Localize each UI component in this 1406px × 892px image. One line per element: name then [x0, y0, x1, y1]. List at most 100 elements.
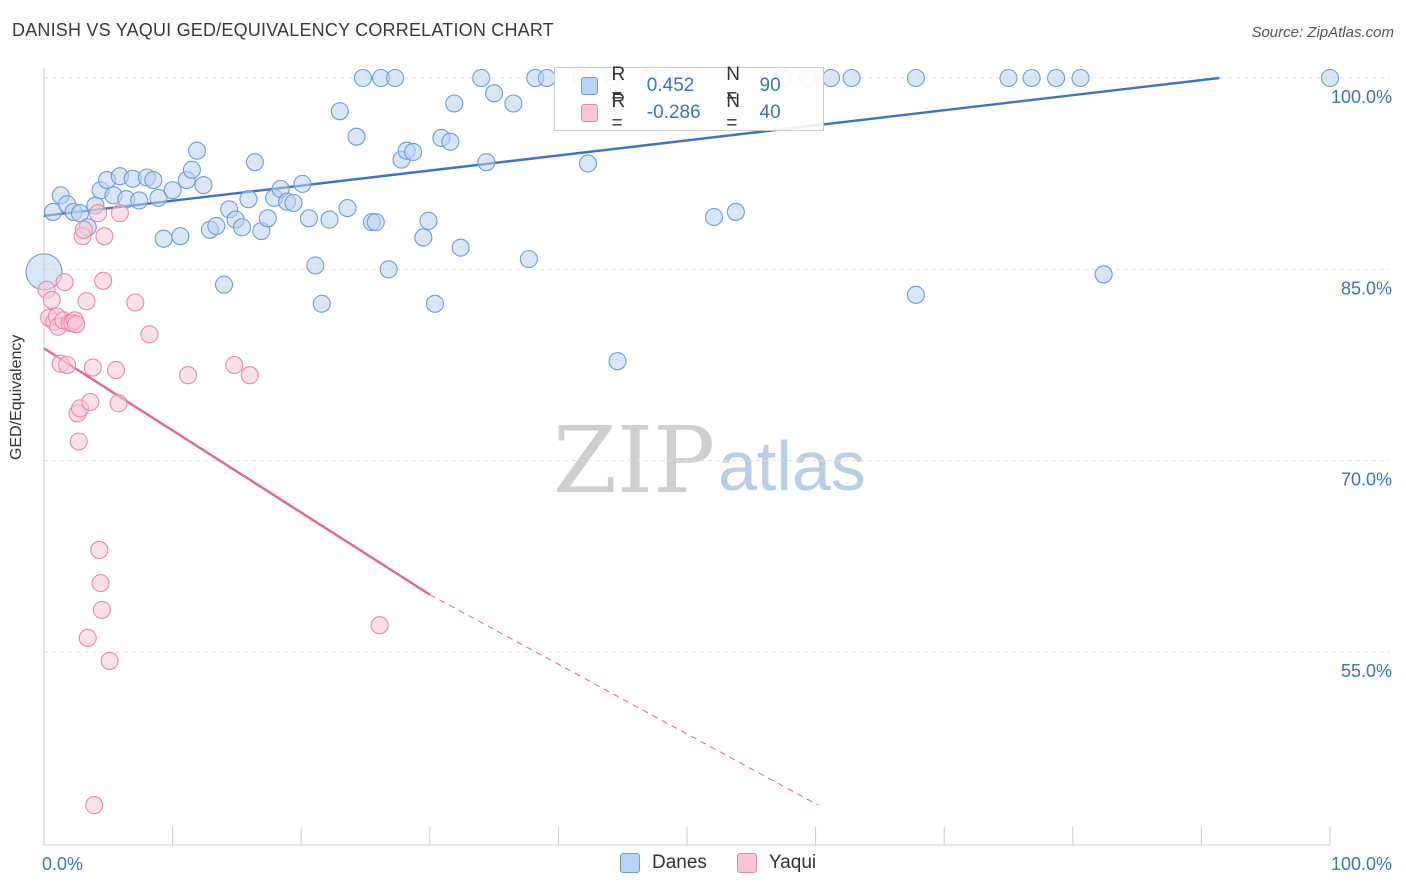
danes-point: [504, 94, 523, 113]
yaqui-point: [140, 325, 159, 344]
danes-point: [338, 199, 357, 218]
correlation-legend: R = 0.452 N = 90 R = -0.286 N = 40: [554, 64, 824, 134]
danes-point: [293, 174, 312, 193]
danes-point: [842, 68, 861, 88]
yaqui-point: [91, 574, 110, 593]
danes-point: [182, 160, 201, 179]
yaqui-point: [109, 394, 128, 413]
danes-point: [1071, 68, 1090, 88]
danes-point: [43, 202, 63, 221]
danes-point: [726, 202, 745, 221]
danes-point: [214, 275, 234, 294]
danes-point: [425, 294, 444, 313]
yaqui-point: [78, 628, 97, 648]
r-label: R =: [611, 64, 626, 107]
watermark-zip: ZIP: [553, 407, 715, 514]
danes-point: [171, 227, 190, 246]
yaqui-point: [55, 273, 74, 292]
danes-point: [258, 209, 277, 228]
danes-point: [537, 68, 556, 88]
danes-point: [239, 190, 258, 209]
y-tick-label: 70.0%: [1341, 470, 1392, 490]
danes-point: [386, 68, 405, 88]
tick-labels: 100.0% 85.0% 70.0% 55.0% 0.0% 100.0%: [42, 87, 1392, 874]
danes-legend-label: Danes: [652, 852, 707, 873]
trend-line-yaqui: [43, 347, 431, 596]
watermark-atlas: atlas: [718, 427, 866, 505]
danes-point: [414, 228, 433, 247]
danes-point: [154, 229, 173, 248]
yaqui-point: [77, 292, 96, 311]
yaqui-point: [126, 293, 145, 312]
legend-row-danes: R = 0.452 N = 90: [581, 64, 823, 107]
yaqui-n-value: 40: [759, 102, 781, 123]
danes-point: [194, 176, 213, 195]
danes-point: [306, 256, 325, 275]
yaqui-point: [178, 366, 198, 385]
axes: [43, 68, 1331, 846]
danes-point: [906, 68, 925, 88]
danes-point: [419, 211, 438, 230]
yaqui-point: [92, 600, 111, 619]
x-tick-label: 0.0%: [42, 854, 83, 874]
yaqui-point: [67, 315, 86, 334]
danes-point: [130, 191, 149, 210]
danes-point: [441, 132, 460, 151]
danes-point: [999, 68, 1018, 88]
yaqui-point: [81, 392, 100, 412]
yaqui-point: [69, 432, 88, 451]
trend-line-extension-yaqui: [429, 594, 819, 806]
danes-point: [704, 207, 724, 227]
danes-point: [445, 94, 464, 113]
yaqui-point: [94, 271, 113, 290]
danes-point: [379, 260, 398, 279]
danes-point: [330, 102, 349, 121]
yaqui-point: [85, 796, 104, 815]
danes-point: [284, 193, 303, 213]
legend-row-yaqui: R = -0.286 N = 40: [581, 91, 823, 134]
y-tick-label: 55.0%: [1341, 661, 1392, 681]
yaqui-legend-swatch: [736, 853, 757, 873]
danes-point: [366, 213, 385, 232]
yaqui-point: [100, 651, 119, 670]
yaqui-point: [90, 540, 109, 560]
danes-point: [207, 216, 226, 236]
danes-point: [1094, 265, 1113, 284]
legend-item-yaqui: Yaqui: [736, 852, 817, 874]
danes-point: [320, 210, 339, 229]
danes-point: [472, 68, 491, 88]
danes-n-value: 90: [759, 75, 781, 96]
danes-point: [144, 170, 163, 190]
danes-point: [578, 154, 598, 173]
y-tick-label: 85.0%: [1341, 278, 1392, 298]
r-label: R =: [611, 91, 626, 134]
danes-point: [1047, 68, 1066, 88]
yaqui-point: [110, 204, 129, 223]
danes-point: [821, 68, 841, 88]
yaqui-point: [106, 361, 126, 380]
series-legend: Danes Yaqui: [620, 852, 846, 874]
x-tick-label: 100.0%: [1331, 854, 1392, 874]
yaqui-point: [42, 290, 61, 309]
danes-point: [299, 209, 318, 228]
yaqui-point: [225, 355, 244, 375]
data-points: [25, 68, 1340, 815]
danes-point: [245, 153, 264, 172]
danes-point: [353, 68, 372, 88]
n-label: N =: [726, 64, 740, 107]
legend-item-danes: Danes: [620, 852, 707, 874]
n-label: N =: [726, 91, 740, 134]
trend-lines: [43, 76, 1220, 806]
y-tick-label: 100.0%: [1331, 87, 1392, 107]
danes-point: [1022, 68, 1041, 88]
trend-line-danes: [43, 76, 1220, 217]
yaqui-legend-label: Yaqui: [768, 852, 817, 873]
yaqui-point: [58, 355, 77, 375]
grid-lines: [44, 77, 1390, 653]
source-note: Source: ZipAtlas.com: [1251, 24, 1394, 41]
chart-title: DANISH VS YAQUI GED/EQUIVALENCY CORRELAT…: [12, 20, 554, 40]
danes-point: [485, 84, 504, 103]
danes-point: [187, 141, 207, 160]
danes-point: [312, 294, 331, 313]
